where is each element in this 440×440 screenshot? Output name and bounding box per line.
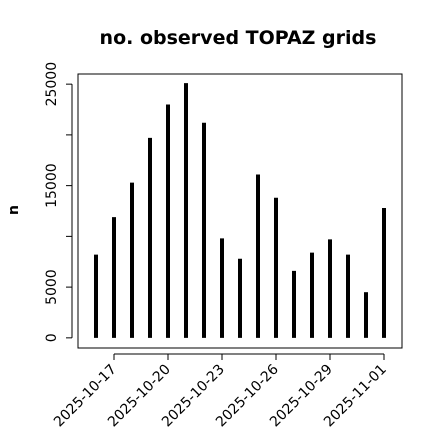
y-tick-label: 5000 bbox=[44, 269, 60, 305]
chart-title: no. observed TOPAZ grids bbox=[100, 27, 377, 49]
plot-frame bbox=[77, 73, 403, 349]
y-axis-label: n bbox=[6, 205, 22, 215]
x-axis: 2025-10-172025-10-202025-10-232025-10-26… bbox=[51, 353, 390, 430]
y-tick-label: 0 bbox=[44, 333, 60, 342]
y-axis: 0 5000 15000 25000 bbox=[44, 62, 73, 342]
y-tick-label: 25000 bbox=[44, 62, 60, 107]
y-tick-label: 15000 bbox=[44, 163, 60, 208]
bar-series bbox=[94, 83, 386, 338]
